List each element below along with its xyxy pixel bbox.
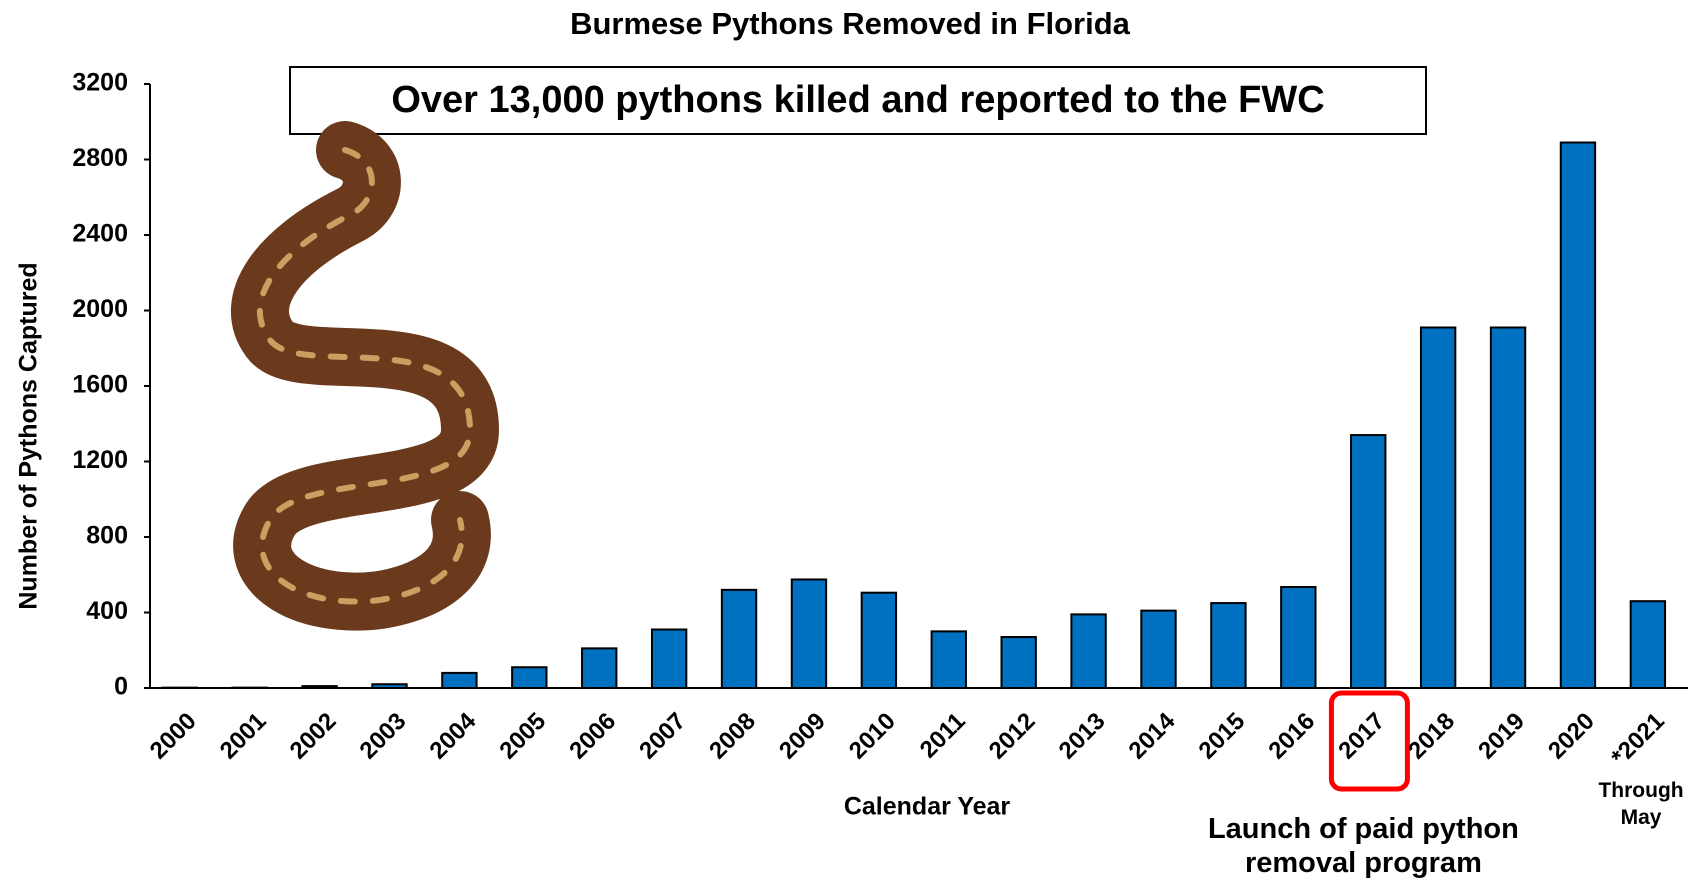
x-tick-label: 2017 (1333, 708, 1390, 765)
bar (372, 684, 406, 688)
bar (862, 593, 896, 688)
x-tick-label: *2021 (1606, 708, 1669, 771)
x-tick-label: 2009 (774, 708, 831, 765)
x-tick-label: 2013 (1054, 708, 1111, 765)
x-axis-label: Calendar Year (844, 793, 1011, 821)
chart: Burmese Pythons Removed in Florida Over … (0, 0, 1688, 885)
bar (582, 648, 616, 688)
highlight-note-line: removal program (1245, 847, 1482, 879)
bar (302, 686, 336, 688)
x-tick-label: 2001 (215, 708, 272, 765)
bar (652, 629, 686, 688)
annotation-text: Over 13,000 pythons killed and reported … (391, 79, 1324, 121)
x-tick-label: 2006 (564, 708, 621, 765)
bar (1281, 587, 1315, 688)
x-tick-label: 2007 (634, 708, 691, 765)
y-tick-label: 400 (86, 597, 128, 625)
y-tick-label: 1200 (72, 446, 128, 474)
chart-title: Burmese Pythons Removed in Florida (570, 6, 1131, 41)
x-tick-label: 2002 (285, 708, 342, 765)
x-tick-label: 2012 (984, 708, 1041, 765)
bar (722, 590, 756, 688)
x-tick-label: 2020 (1543, 708, 1600, 765)
y-tick-label: 2000 (72, 295, 128, 323)
bar (932, 631, 966, 688)
y-tick-label: 2400 (72, 220, 128, 248)
y-tick-label: 2800 (72, 144, 128, 172)
bar (1071, 614, 1105, 688)
category-note: Through May (1598, 779, 1683, 829)
x-tick-label: 2004 (424, 707, 481, 764)
x-tick-label: 2003 (355, 708, 412, 765)
category-note-line: May (1621, 806, 1662, 829)
bar (1001, 637, 1035, 688)
y-tick-label: 3200 (72, 69, 128, 97)
bar (1421, 327, 1455, 688)
highlight-note-line: Launch of paid python (1208, 813, 1519, 845)
x-tick-label: 2008 (704, 708, 761, 765)
category-note-line: Through (1598, 779, 1683, 802)
y-tick-label: 800 (86, 522, 128, 550)
bar (1491, 327, 1525, 688)
y-axis-label: Number of Pythons Captured (15, 262, 43, 609)
y-tick-label: 0 (114, 673, 128, 701)
bar (1561, 143, 1595, 688)
x-tick-label: 2005 (494, 708, 551, 765)
x-tick-label: 2010 (844, 708, 901, 765)
y-tick-label: 1600 (72, 371, 128, 399)
x-tick-label: 2016 (1263, 708, 1320, 765)
bar (1351, 435, 1385, 688)
x-tick-label: 2014 (1124, 707, 1181, 764)
x-tick-label: 2011 (915, 708, 971, 764)
x-tick-label: 2015 (1193, 708, 1250, 765)
bar (792, 579, 826, 688)
snake-illustration (260, 150, 470, 602)
bar (442, 673, 476, 688)
x-tick-label: 2019 (1473, 708, 1530, 765)
bar (1631, 601, 1665, 688)
bar (1211, 603, 1245, 688)
x-tick-label: 2018 (1403, 708, 1460, 765)
bar (512, 667, 546, 688)
bar (1141, 611, 1175, 688)
x-tick-label: 2000 (145, 708, 202, 765)
